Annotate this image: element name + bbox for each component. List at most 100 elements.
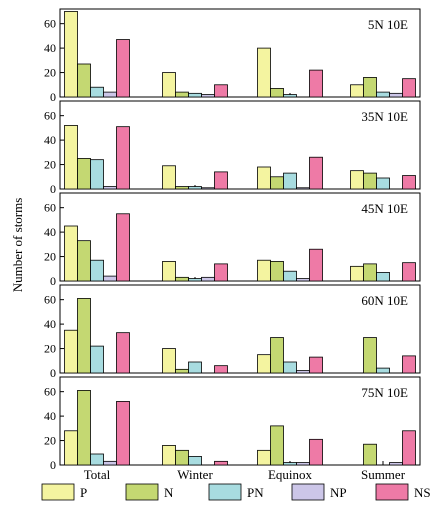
- panel-label: 75N 10E: [361, 385, 408, 400]
- bar-p-winter: [162, 261, 176, 282]
- y-axis-label: Number of storms: [10, 198, 25, 293]
- legend-label-n: N: [164, 485, 174, 500]
- bar-pn-winter: [188, 186, 202, 190]
- bar-n-winter: [175, 449, 189, 466]
- panel-label: 35N 10E: [361, 109, 408, 124]
- bar-n-summer: [363, 172, 377, 190]
- panel-label: 60N 10E: [361, 293, 408, 308]
- y-tick-label: 40: [44, 317, 56, 331]
- y-tick-label: 60: [44, 17, 56, 31]
- y-tick-label: 60: [44, 201, 56, 215]
- bar-np-summer: [389, 462, 403, 466]
- y-tick-label: 0: [50, 90, 56, 104]
- bar-p-winter: [162, 445, 176, 466]
- bar-n-equinox: [270, 261, 284, 282]
- bar-pn-equinox: [283, 462, 297, 466]
- bar-ns-winter: [214, 171, 228, 190]
- panel-frame: [59, 192, 421, 282]
- bar-pn-total: [90, 159, 104, 190]
- y-tick-label: 60: [44, 385, 56, 399]
- bar-pn-winter: [188, 456, 202, 466]
- bar-p-total: [64, 225, 78, 282]
- bar-n-summer: [363, 77, 377, 98]
- bar-pn-summer: [376, 272, 390, 282]
- y-tick-label: 20: [44, 434, 56, 448]
- panel-frame: [59, 376, 421, 466]
- bar-p-winter: [162, 165, 176, 190]
- bar-pn-total: [90, 259, 104, 282]
- legend-swatch-pn: [208, 483, 242, 501]
- bar-p-winter: [162, 348, 176, 374]
- bar-n-total: [77, 63, 91, 98]
- bar-p-total: [64, 11, 78, 98]
- bar-np-total: [103, 275, 117, 282]
- bar-pn-summer: [376, 177, 390, 190]
- bar-p-winter: [162, 72, 176, 98]
- y-tick-label: 40: [44, 41, 56, 55]
- chart-legend: P N PN NP NS: [41, 483, 431, 501]
- bar-p-summer: [350, 265, 364, 282]
- bar-n-equinox: [270, 425, 284, 466]
- bar-n-summer: [363, 443, 377, 466]
- y-tick-label: 0: [50, 458, 56, 472]
- bar-n-total: [77, 390, 91, 466]
- y-tick-label: 60: [44, 109, 56, 123]
- bar-ns-equinox: [309, 69, 323, 98]
- legend-swatch-np: [291, 483, 325, 501]
- bar-pn-equinox: [283, 361, 297, 374]
- y-tick-label: 0: [50, 274, 56, 288]
- x-tick-label: Total: [84, 467, 111, 482]
- bar-p-equinox: [257, 166, 271, 190]
- bar-p-summer: [350, 84, 364, 98]
- panel-3: 0 20 40 60 45N 10E: [44, 192, 421, 288]
- y-tick-label: 0: [50, 182, 56, 196]
- bar-ns-summer: [402, 355, 416, 374]
- bar-np-summer: [389, 92, 403, 98]
- legend-label-p: P: [80, 485, 87, 500]
- y-tick-label: 40: [44, 409, 56, 423]
- bar-np-equinox: [296, 278, 310, 282]
- bar-np-winter: [201, 187, 215, 190]
- bar-n-equinox: [270, 88, 284, 98]
- bar-p-equinox: [257, 47, 271, 98]
- legend-swatch-ns: [375, 483, 409, 501]
- bar-p-equinox: [257, 259, 271, 282]
- bar-p-summer: [350, 170, 364, 190]
- bar-p-equinox: [257, 449, 271, 466]
- bar-n-summer: [363, 337, 377, 374]
- bar-pn-winter: [188, 278, 202, 282]
- panel-frame: [59, 8, 421, 98]
- bar-pn-winter: [188, 361, 202, 374]
- bar-np-winter: [201, 94, 215, 98]
- bar-np-total: [103, 91, 117, 98]
- bar-ns-equinox: [309, 248, 323, 282]
- bar-np-winter: [201, 276, 215, 282]
- panel-frame: [59, 284, 421, 374]
- panel-label: 45N 10E: [361, 201, 408, 216]
- bar-n-winter: [175, 91, 189, 98]
- x-axis-category-labels: Total Winter Equinox Summer: [84, 467, 406, 482]
- bar-ns-winter: [214, 263, 228, 282]
- legend-label-np: NP: [330, 485, 347, 500]
- bar-np-equinox: [296, 370, 310, 374]
- bar-np-equinox: [296, 187, 310, 190]
- bar-np-total: [103, 460, 117, 466]
- bar-ns-total: [116, 126, 130, 190]
- y-tick-label: 40: [44, 133, 56, 147]
- bar-ns-equinox: [309, 156, 323, 190]
- x-tick-label: Winter: [177, 467, 213, 482]
- bar-ns-winter: [214, 460, 228, 466]
- legend-label-ns: NS: [414, 485, 431, 500]
- bar-n-total: [77, 158, 91, 190]
- panel-5: 0 20 40 60 75N 10E: [44, 376, 421, 472]
- bar-pn-equinox: [283, 172, 297, 190]
- bar-ns-total: [116, 332, 130, 374]
- x-tick-label: Equinox: [268, 467, 313, 482]
- bar-n-equinox: [270, 337, 284, 374]
- bar-ns-summer: [402, 175, 416, 190]
- bar-ns-equinox: [309, 438, 323, 466]
- bar-p-total: [64, 125, 78, 190]
- bar-n-winter: [175, 368, 189, 374]
- bar-ns-equinox: [309, 356, 323, 374]
- bar-n-equinox: [270, 176, 284, 190]
